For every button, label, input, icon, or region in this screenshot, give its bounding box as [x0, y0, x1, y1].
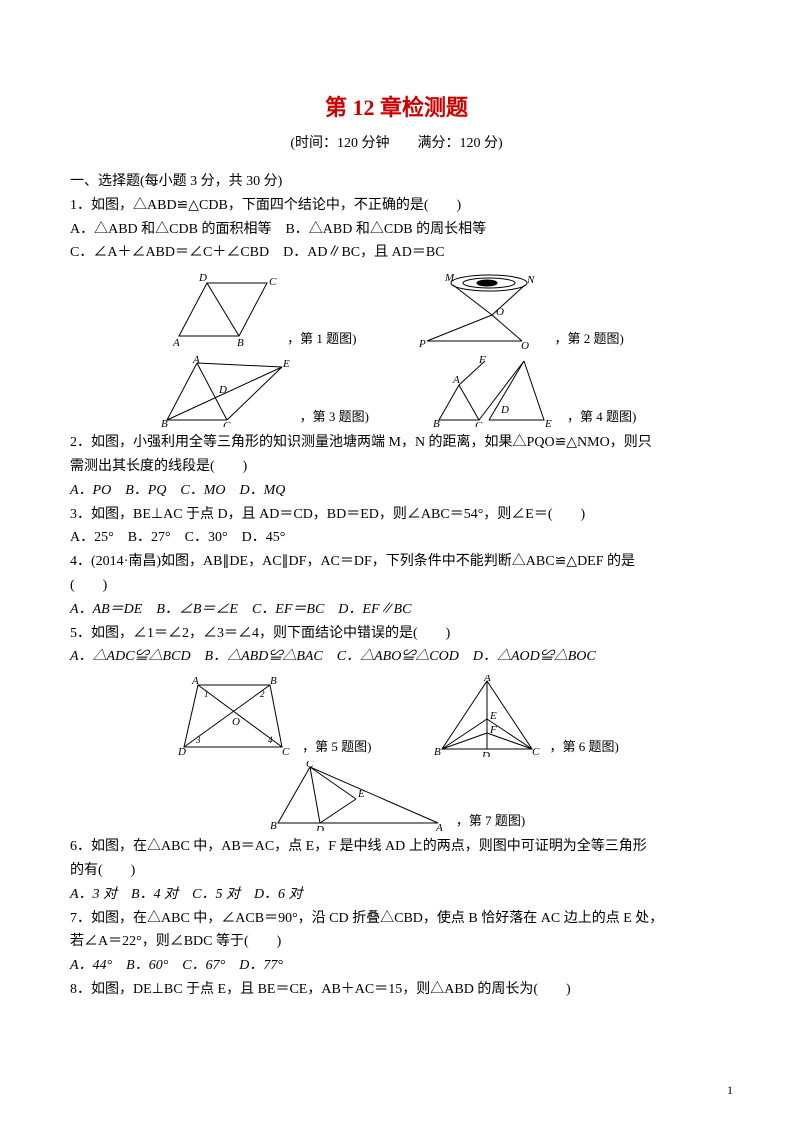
lbl: B [270, 820, 277, 831]
lbl: F [489, 724, 497, 736]
lbl: E [489, 710, 497, 722]
section-heading: 一、选择题(每小题 3 分，共 30 分) [70, 170, 723, 194]
lbl: 1 [204, 689, 209, 699]
lbl: M [444, 272, 455, 284]
lbl: N [526, 274, 535, 286]
fig1-caption: ，第 1 题图) [287, 328, 356, 349]
lbl: D [198, 272, 207, 284]
lbl: D [315, 824, 324, 831]
fig1-svg: A B C D [169, 271, 279, 349]
q3-opts: A．25° B．27° C．30° D．45° [70, 526, 723, 550]
figure-row-1: A B C D ，第 1 题图) [70, 271, 723, 349]
q6-l2: 的有( ) [70, 859, 723, 883]
lbl: C [306, 761, 314, 770]
q1-text: 1．如图，△ABD≌△CDB，下面四个结论中，不正确的是( ) [70, 194, 723, 218]
figure-4: A B C D E F ，第 4 题图) [429, 355, 636, 427]
q5-l1: 5．如图，∠1＝∠2，∠3＝∠4，则下面结论中错误的是( ) [70, 622, 723, 646]
page-root: 第 12 章检测题 (时间：120 分钟 满分：120 分) 一、选择题(每小题… [0, 0, 793, 1042]
fig7-svg: A B C D E [268, 761, 448, 831]
q2-l1: 2．如图，小强利用全等三角形的知识测量池塘两端 M，N 的距离，如果△PQO≌△… [70, 431, 723, 455]
q4-opts: A．AB＝DE B．∠B＝∠E C．EF＝BC D．EF∥BC [70, 598, 723, 622]
fig5-caption: ，第 5 题图) [302, 736, 371, 757]
q7-l1: 7．如图，在△ABC 中，∠ACB＝90°，沿 CD 折叠△CBD，使点 B 恰… [70, 907, 723, 931]
lbl: C [269, 276, 277, 288]
fig5-svg: A B C D O 1 2 3 4 [174, 675, 294, 757]
lbl: Q [521, 340, 529, 349]
page-title: 第 12 章检测题 [70, 90, 723, 122]
lbl: 2 [260, 689, 265, 699]
q1-stem: 1．如图，△ABD≌△CDB，下面四个结论中，不正确的是( ) [70, 198, 461, 213]
lbl: A [483, 675, 491, 684]
lbl: C [282, 746, 290, 757]
lbl: E [357, 788, 365, 800]
lbl: A [191, 675, 199, 687]
lbl: 4 [268, 735, 273, 745]
q7-l2: 若∠A＝22°，则∠BDC 等于( ) [70, 930, 723, 954]
lbl: D [177, 746, 186, 757]
figure-row-3: A B C D O 1 2 3 4 ，第 5 题图) [70, 675, 723, 757]
lbl: E [282, 358, 290, 370]
lbl: E [544, 418, 552, 427]
lbl: 3 [195, 735, 201, 745]
q7-opts: A．44° B．60° C．67° D．77° [70, 954, 723, 978]
figure-row-4: A B C D E ，第 7 题图) [70, 761, 723, 831]
lbl: B [161, 418, 168, 427]
page-subtitle: (时间：120 分钟 满分：120 分) [70, 132, 723, 152]
lbl: O [496, 306, 504, 318]
fig4-caption: ，第 4 题图) [567, 406, 636, 427]
lbl: B [270, 675, 277, 687]
fig7-caption: ，第 7 题图) [456, 810, 525, 831]
q6-opts: A．3 对 B．4 对 C．5 对 D．6 对 [70, 883, 723, 907]
q4-l2: ( ) [70, 574, 723, 598]
lbl: D [500, 404, 509, 416]
fig2-caption: ，第 2 题图) [555, 328, 624, 349]
lbl: D [218, 384, 227, 396]
q1-optC: C．∠A＋∠ABD＝∠C＋∠CBD D．AD∥BC，且 AD＝BC [70, 241, 723, 265]
fig2-svg: M N O P Q [417, 271, 547, 349]
q1-optA: A．△ABD 和△CDB 的面积相等 B．△ABD 和△CDB 的周长相等 [70, 218, 723, 242]
q2-opts: A．PO B．PQ C．MO D．MQ [70, 479, 723, 503]
figure-2: M N O P Q ，第 2 题图) [417, 271, 624, 349]
figure-row-2: A B C D E ，第 3 题图) [70, 355, 723, 427]
fig3-svg: A B C D E [157, 355, 292, 427]
q5-opts: A．△ADC≌△BCD B．△ABD≌△BAC C．△ABO≌△COD D．△A… [70, 645, 723, 669]
q4-l1: 4．(2014·南昌)如图，AB∥DE，AC∥DF，AC＝DF，下列条件中不能判… [70, 550, 723, 574]
lbl: F [478, 355, 486, 366]
fig6-caption: ，第 6 题图) [550, 736, 619, 757]
figure-5: A B C D O 1 2 3 4 ，第 5 题图) [174, 675, 371, 757]
lbl: A [192, 355, 200, 366]
lbl: B [433, 418, 440, 427]
lbl: B [434, 746, 441, 757]
fig3-caption: ，第 3 题图) [300, 406, 369, 427]
q8-l1: 8．如图，DE⊥BC 于点 E，且 BE＝CE，AB＋AC＝15，则△ABD 的… [70, 978, 723, 1002]
lbl: C [475, 420, 483, 427]
fig6-svg: A B C D E F [432, 675, 542, 757]
q3-l1: 3．如图，BE⊥AC 于点 D，且 AD＝CD，BD＝ED，则∠ABC＝54°，… [70, 503, 723, 527]
lbl: B [237, 337, 244, 349]
lbl: C [532, 746, 540, 757]
figure-3: A B C D E ，第 3 题图) [157, 355, 369, 427]
q6-l1: 6．如图，在△ABC 中，AB＝AC，点 E，F 是中线 AD 上的两点，则图中… [70, 835, 723, 859]
lbl: D [481, 750, 490, 757]
figure-1: A B C D ，第 1 题图) [169, 271, 356, 349]
q2-l2: 需测出其长度的线段是( ) [70, 455, 723, 479]
figure-6: A B C D E F ，第 6 题图) [432, 675, 619, 757]
lbl: A [452, 374, 460, 386]
figure-7: A B C D E ，第 7 题图) [268, 761, 525, 831]
lbl: P [418, 338, 426, 349]
lbl: C [223, 420, 231, 427]
lbl: A [435, 822, 443, 831]
lbl: O [232, 716, 240, 728]
fig4-svg: A B C D E F [429, 355, 559, 427]
page-number: 1 [727, 1083, 733, 1098]
lbl: A [172, 337, 180, 349]
